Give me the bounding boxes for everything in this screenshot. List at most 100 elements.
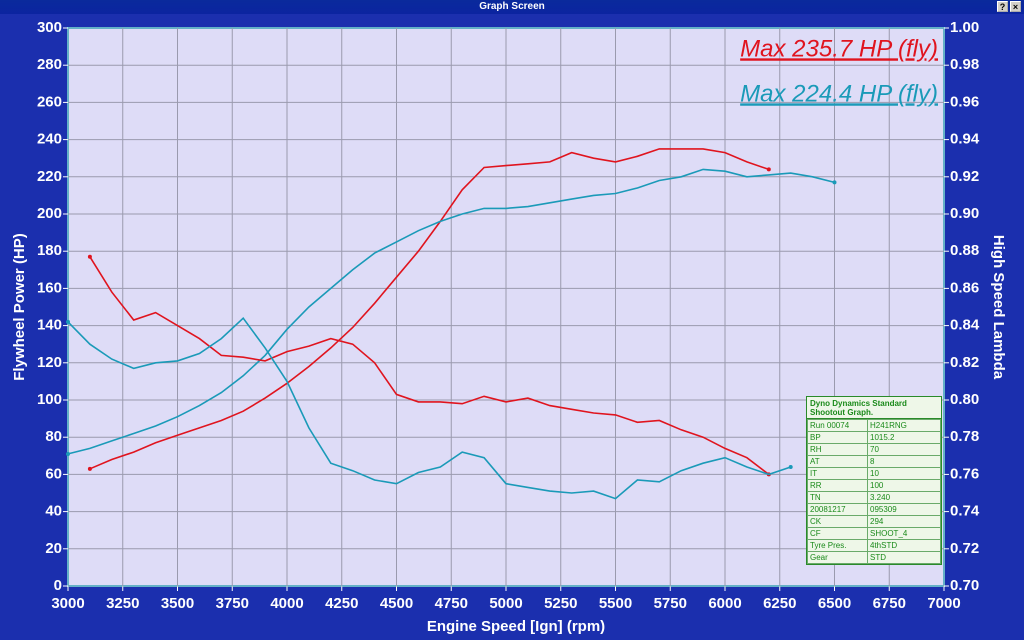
x-tick-label: 5000	[489, 595, 522, 612]
info-value: 294	[867, 515, 941, 528]
info-table: Run 00074 H241RNG BP 1015.2 RH 70 AT 8 IT 10 RR 100…	[807, 419, 941, 564]
y2-tick-label: 1.00	[950, 19, 979, 36]
chart: Engine Speed [Ign] (rpm) Flywheel Power …	[11, 19, 1007, 635]
y-tick-label: 240	[37, 131, 62, 148]
x-tick-label: 5750	[654, 595, 687, 612]
y2-tick-label: 0.90	[950, 205, 979, 222]
line-end	[87, 466, 92, 471]
line-end	[788, 464, 793, 469]
y-tick-label: 180	[37, 242, 62, 259]
info-value: H241RNG	[867, 419, 941, 432]
y-tick-label: 220	[37, 168, 62, 185]
x-tick-label: 6250	[763, 595, 796, 612]
info-row: CK 294	[807, 515, 941, 528]
y2-tick-label: 0.96	[950, 93, 979, 110]
data-line	[89, 256, 770, 476]
y-tick-label: 140	[37, 317, 62, 334]
info-value: 095309	[867, 503, 941, 516]
x-tick-label: 4500	[380, 595, 413, 612]
x-tick-label: 5500	[599, 595, 632, 612]
y2-tick-label: 0.78	[950, 428, 979, 445]
x-tick-label: 4000	[270, 595, 303, 612]
title-bar: Graph Screen ? ×	[0, 0, 1024, 14]
x-tick-label: 5250	[544, 595, 577, 612]
help-button[interactable]: ?	[997, 1, 1008, 12]
info-title: Dyno Dynamics Standard Shootout Graph.	[807, 397, 941, 419]
info-value: 1015.2	[867, 431, 941, 444]
x-tick-label: 3000	[51, 595, 84, 612]
y2-tick-label: 0.76	[950, 465, 979, 482]
window-title: Graph Screen	[479, 1, 545, 12]
y-tick-label: 80	[45, 428, 62, 445]
annotation: Max 235.7 HP (fly)	[740, 35, 938, 62]
annotation: Max 224.4 HP (fly)	[740, 80, 938, 107]
lines	[66, 148, 837, 500]
y2-tick-label: 0.84	[950, 317, 980, 334]
x-tick-label: 6000	[708, 595, 741, 612]
x-tick-label: 7000	[927, 595, 960, 612]
info-key: AT	[807, 455, 868, 468]
info-value: STD	[867, 551, 941, 564]
x-axis-label: Engine Speed [Ign] (rpm)	[427, 618, 605, 635]
x-tick-label: 3750	[216, 595, 249, 612]
y2-tick-label: 0.98	[950, 56, 979, 73]
info-row: Run 00074 H241RNG	[807, 419, 941, 432]
y2-tick-label: 0.94	[950, 131, 980, 148]
y-tick-label: 200	[37, 205, 62, 222]
y2-tick-label: 0.88	[950, 242, 979, 259]
y-tick-label: 300	[37, 19, 62, 36]
info-key: Tyre Pres.	[807, 539, 868, 552]
line-end	[87, 254, 92, 259]
x-tick-label: 6500	[818, 595, 851, 612]
info-row: AT 8	[807, 455, 941, 468]
info-row: IT 10	[807, 467, 941, 480]
info-value: 4thSTD	[867, 539, 941, 552]
y-tick-label: 280	[37, 56, 62, 73]
data-line	[67, 168, 835, 455]
y2-tick-label: 0.72	[950, 540, 979, 557]
info-value: 3.240	[867, 491, 941, 504]
y-tick-label: 0	[54, 577, 62, 594]
y2-tick-label: 0.70	[950, 577, 979, 594]
y-tick-label: 100	[37, 391, 62, 408]
info-row: RR 100	[807, 479, 941, 492]
info-key: TN	[807, 491, 868, 504]
close-button[interactable]: ×	[1010, 1, 1021, 12]
y-axis-label: Flywheel Power (HP)	[11, 233, 28, 381]
info-key: Gear	[807, 551, 868, 564]
y2-axis-label: High Speed Lambda	[990, 235, 1007, 380]
y2-tick-label: 0.82	[950, 354, 979, 371]
line-end	[766, 167, 771, 172]
info-value: SHOOT_4	[867, 527, 941, 540]
info-row: RH 70	[807, 443, 941, 456]
data-line	[89, 148, 770, 470]
y-tick-label: 60	[45, 465, 62, 482]
y-tick-label: 160	[37, 279, 62, 296]
info-box: Dyno Dynamics Standard Shootout Graph. R…	[806, 396, 942, 565]
info-row: Gear STD	[807, 551, 941, 564]
info-value: 10	[867, 467, 941, 480]
grid	[63, 27, 949, 591]
info-key: RH	[807, 443, 868, 456]
info-key: 20081217	[807, 503, 868, 516]
info-key: BP	[807, 431, 868, 444]
y2-tick-label: 0.74	[950, 503, 980, 520]
y-tick-label: 40	[45, 503, 62, 520]
y-tick-label: 120	[37, 354, 62, 371]
info-value: 70	[867, 443, 941, 456]
line-end	[66, 451, 70, 456]
info-row: Tyre Pres. 4thSTD	[807, 539, 941, 552]
line-end	[832, 180, 837, 185]
x-tick-label: 4250	[325, 595, 358, 612]
x-tick-label: 6750	[873, 595, 906, 612]
info-key: IT	[807, 467, 868, 480]
info-key: CF	[807, 527, 868, 540]
info-row: 20081217 095309	[807, 503, 941, 516]
y-tick-label: 20	[45, 540, 62, 557]
y2-tick-label: 0.86	[950, 279, 979, 296]
x-tick-label: 3250	[106, 595, 139, 612]
info-value: 100	[867, 479, 941, 492]
x-tick-label: 3500	[161, 595, 194, 612]
y-tick-label: 260	[37, 93, 62, 110]
